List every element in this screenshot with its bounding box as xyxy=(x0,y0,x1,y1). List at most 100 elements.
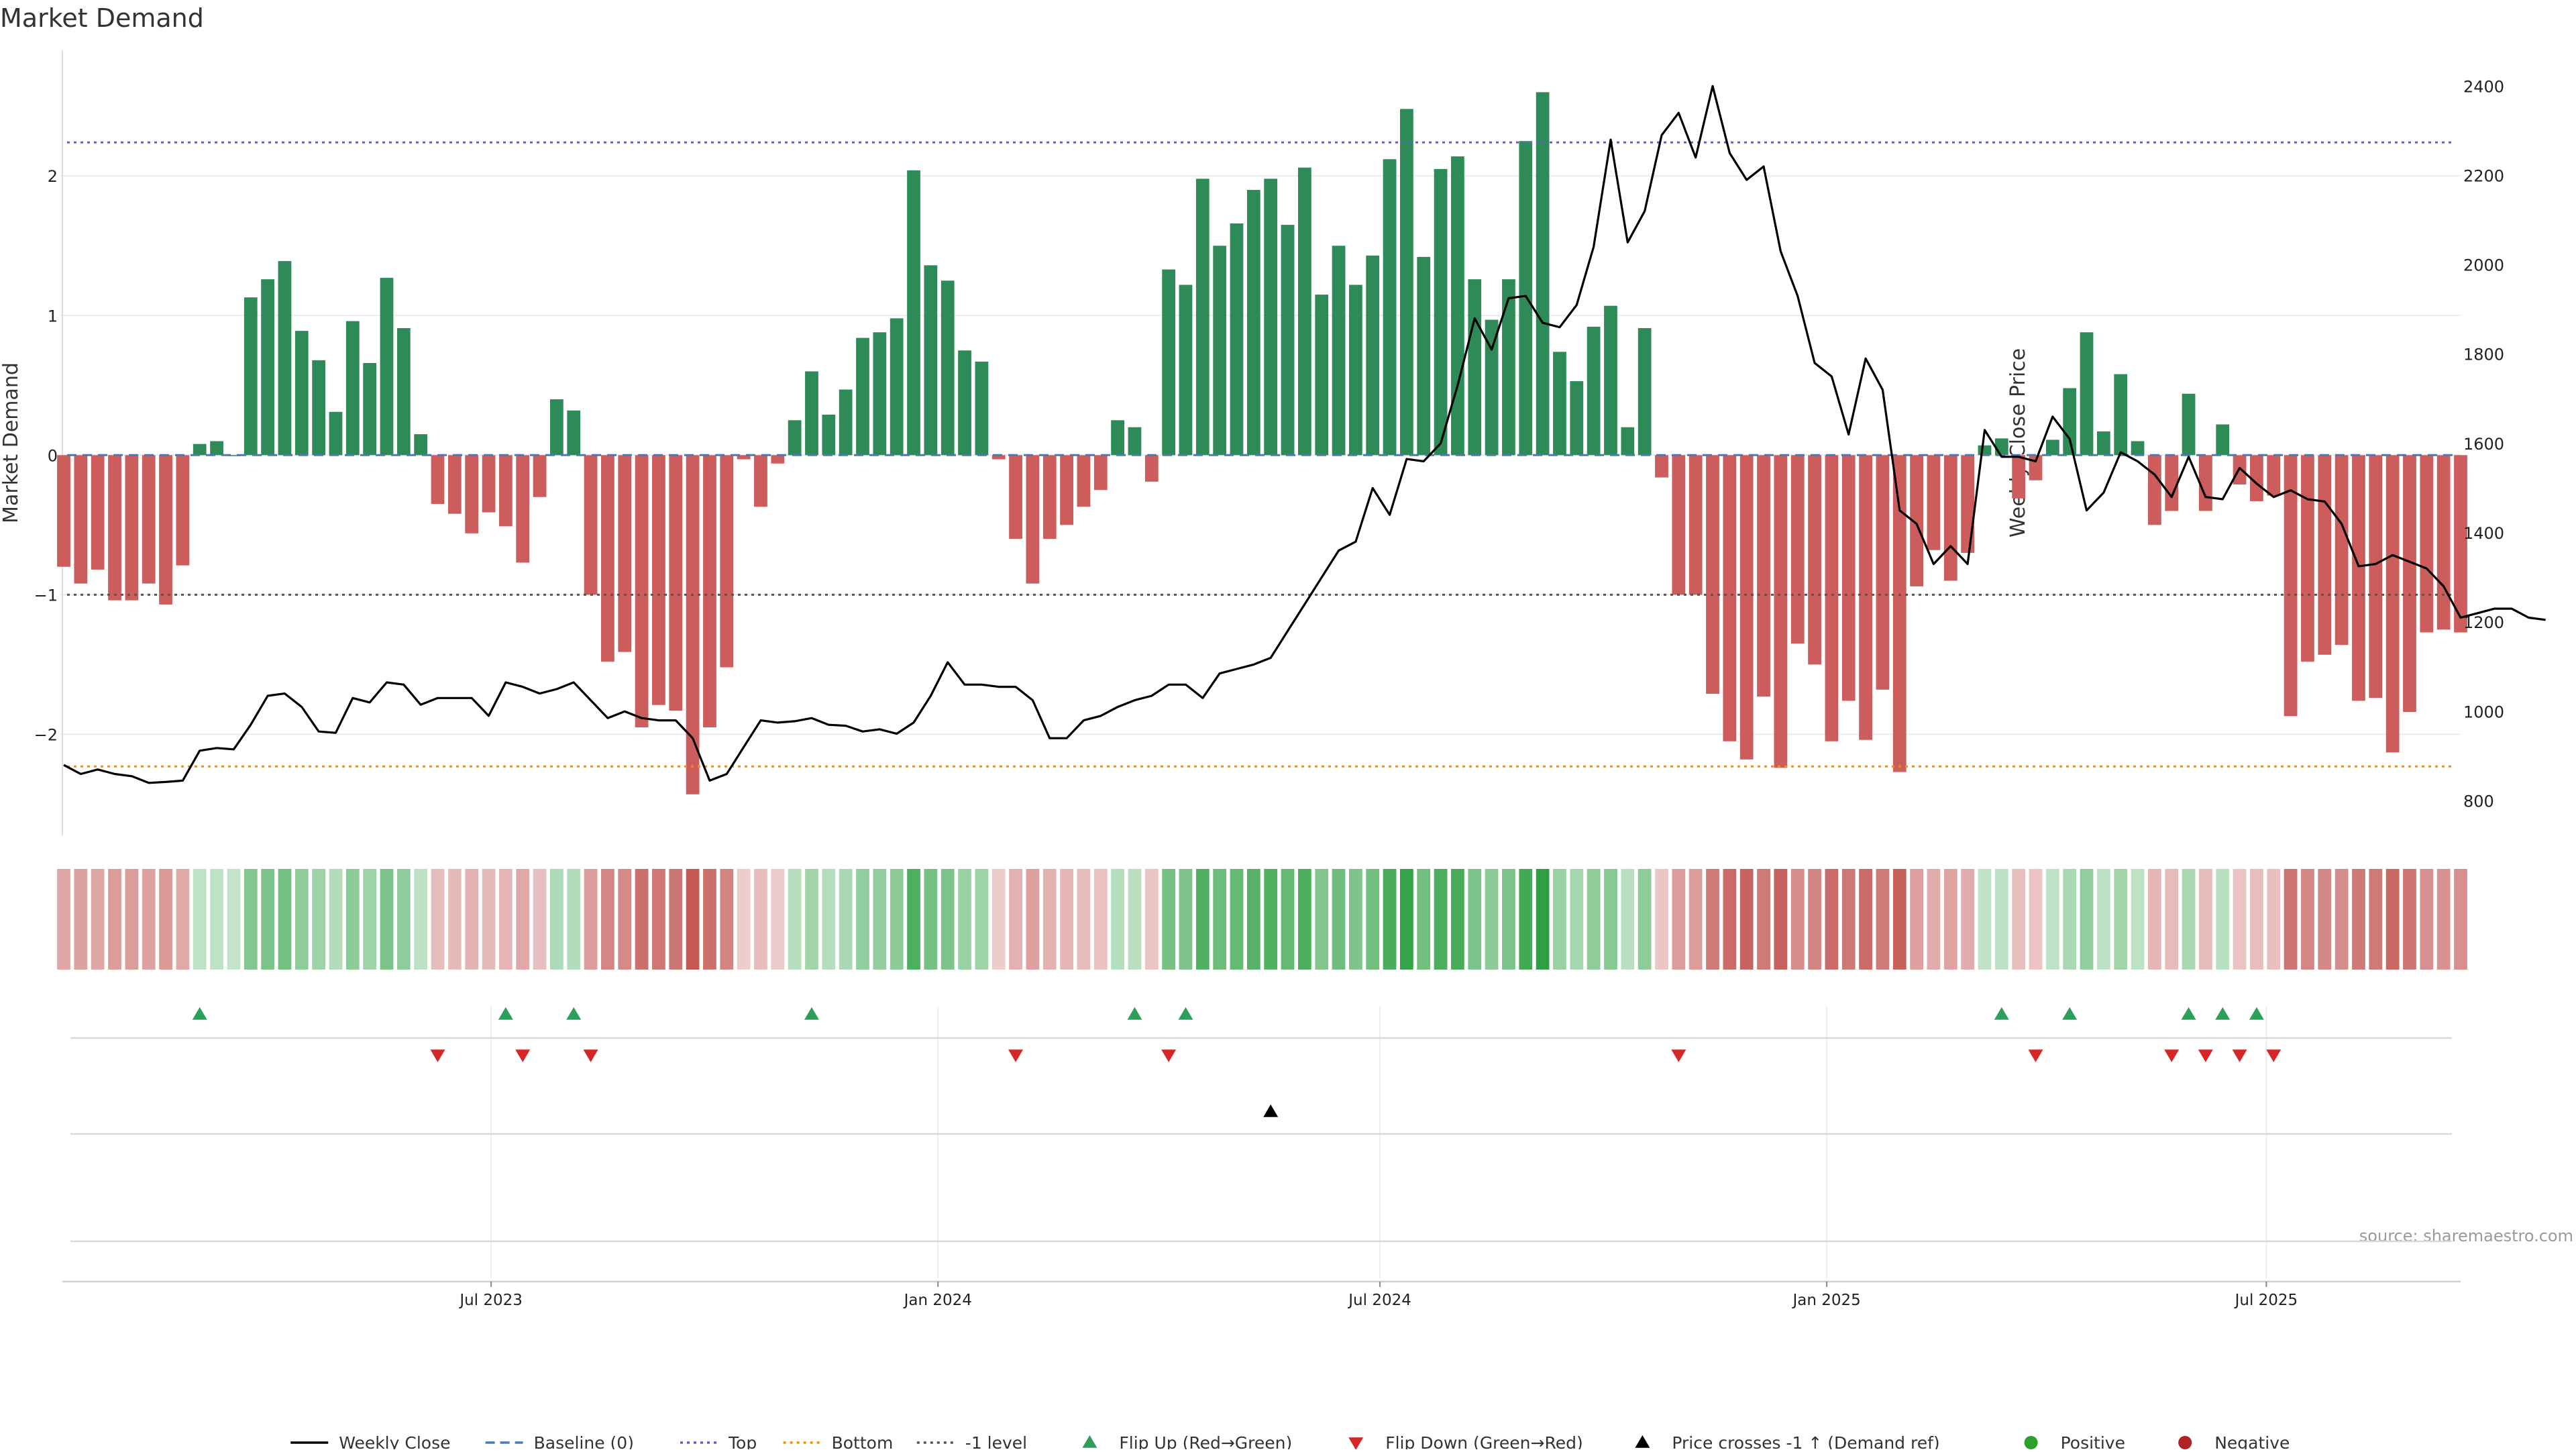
heat-cell xyxy=(1332,869,1346,970)
heat-cell xyxy=(1841,869,1856,970)
flip-down-marker xyxy=(2164,1049,2180,1062)
weekly-close-line xyxy=(63,85,2546,784)
flip-down-marker xyxy=(1671,1049,1686,1062)
legend-item: Price crosses -1 ↑ (Demand ref) xyxy=(1635,1433,1940,1452)
heat-cell xyxy=(1042,869,1057,970)
demand-bar xyxy=(958,350,971,456)
heat-cell xyxy=(1383,869,1397,970)
heat-cell xyxy=(1994,869,2008,970)
demand-bar xyxy=(924,265,938,456)
left-axis-title: Market Demand xyxy=(0,362,23,523)
heat-cell xyxy=(839,869,853,970)
heat-cell xyxy=(2352,869,2365,970)
flip-up-marker xyxy=(1127,1007,1142,1020)
flip-up-marker xyxy=(804,1007,819,1020)
legend-swatch xyxy=(2024,1436,2038,1449)
heat-cell xyxy=(2199,869,2212,970)
right-tick-label: 1400 xyxy=(2463,524,2504,543)
demand-bar xyxy=(1179,284,1193,456)
heat-cell xyxy=(873,869,887,970)
heat-cell xyxy=(1892,869,1907,970)
heat-cell xyxy=(278,869,292,970)
flip-up-marker xyxy=(498,1007,513,1020)
demand-bar xyxy=(2352,455,2365,701)
x-tick-label: Jul 2023 xyxy=(458,1292,523,1309)
demand-bar xyxy=(329,411,343,456)
heat-cell xyxy=(2436,869,2451,970)
heat-cell xyxy=(549,869,564,970)
demand-bar xyxy=(703,455,716,727)
heat-cell xyxy=(74,869,88,970)
demand-bar xyxy=(193,444,207,456)
demand-bar xyxy=(1297,167,1311,456)
heat-cell xyxy=(1655,869,1668,970)
demand-bar xyxy=(1825,455,1839,741)
demand-bar xyxy=(822,414,836,456)
demand-bar xyxy=(873,332,887,456)
heat-cell xyxy=(244,869,258,970)
demand-bar xyxy=(2114,374,2128,456)
demand-bar xyxy=(1978,445,1992,456)
legend-label: Weekly Close xyxy=(339,1433,450,1449)
demand-bar xyxy=(1246,190,1260,456)
demand-bar xyxy=(533,455,547,497)
demand-bar xyxy=(2369,455,2383,698)
demand-bar xyxy=(737,455,751,460)
heat-cell xyxy=(737,869,751,970)
demand-bar xyxy=(227,455,241,456)
heat-cell xyxy=(2131,869,2145,970)
demand-heatstrip xyxy=(57,869,2467,970)
source-label: source: sharemaestro.com xyxy=(2359,1227,2573,1245)
demand-bar xyxy=(1536,92,1550,456)
demand-bar xyxy=(1672,455,1686,595)
heat-cell xyxy=(567,869,581,970)
left-tick-label: 2 xyxy=(48,167,58,186)
heat-cell xyxy=(329,869,343,970)
demand-bar xyxy=(2403,455,2416,713)
heat-cell xyxy=(1077,869,1091,970)
demand-bar xyxy=(788,420,802,456)
demand-bar xyxy=(1808,455,1821,665)
demand-bar xyxy=(1077,455,1091,507)
heat-cell xyxy=(1825,869,1839,970)
demand-bar xyxy=(380,278,394,456)
heat-cell xyxy=(176,869,190,970)
right-tick-label: 2000 xyxy=(2463,256,2504,275)
demand-bar xyxy=(2045,439,2059,456)
demand-bar xyxy=(278,261,292,456)
heat-cell xyxy=(720,869,734,970)
heat-cell xyxy=(91,869,105,970)
demand-bar xyxy=(1638,327,1652,456)
left-tick-label: 1 xyxy=(48,307,58,325)
heat-cell xyxy=(1774,869,1788,970)
heat-cell xyxy=(754,869,767,970)
legend-label: -1 level xyxy=(965,1433,1027,1449)
demand-bar xyxy=(975,361,989,456)
heat-cell xyxy=(907,869,920,970)
demand-bar xyxy=(2250,455,2263,501)
demand-bar xyxy=(482,455,496,513)
demand-bar xyxy=(2284,455,2298,717)
heat-cell xyxy=(1026,869,1040,970)
heat-cell xyxy=(1502,869,1515,970)
heat-cell xyxy=(1808,869,1821,970)
demand-bar xyxy=(2147,455,2161,525)
heat-cell xyxy=(1706,869,1719,970)
flip-down-marker xyxy=(2266,1049,2282,1062)
demand-bar xyxy=(1587,326,1601,456)
legend-item: Top xyxy=(680,1433,757,1452)
heat-cell xyxy=(2233,869,2247,970)
demand-bar xyxy=(1757,455,1770,697)
demand-bar xyxy=(465,455,479,533)
heat-cell xyxy=(227,869,241,970)
demand-bar xyxy=(1723,455,1737,741)
demand-bar xyxy=(1213,246,1227,456)
heat-cell xyxy=(1519,869,1533,970)
heat-cell xyxy=(2318,869,2332,970)
heat-cell xyxy=(703,869,716,970)
demand-bar xyxy=(856,338,869,456)
heat-cell xyxy=(2080,869,2094,970)
heat-cell xyxy=(941,869,955,970)
demand-bar xyxy=(1859,455,1872,740)
demand-bar xyxy=(447,455,462,514)
